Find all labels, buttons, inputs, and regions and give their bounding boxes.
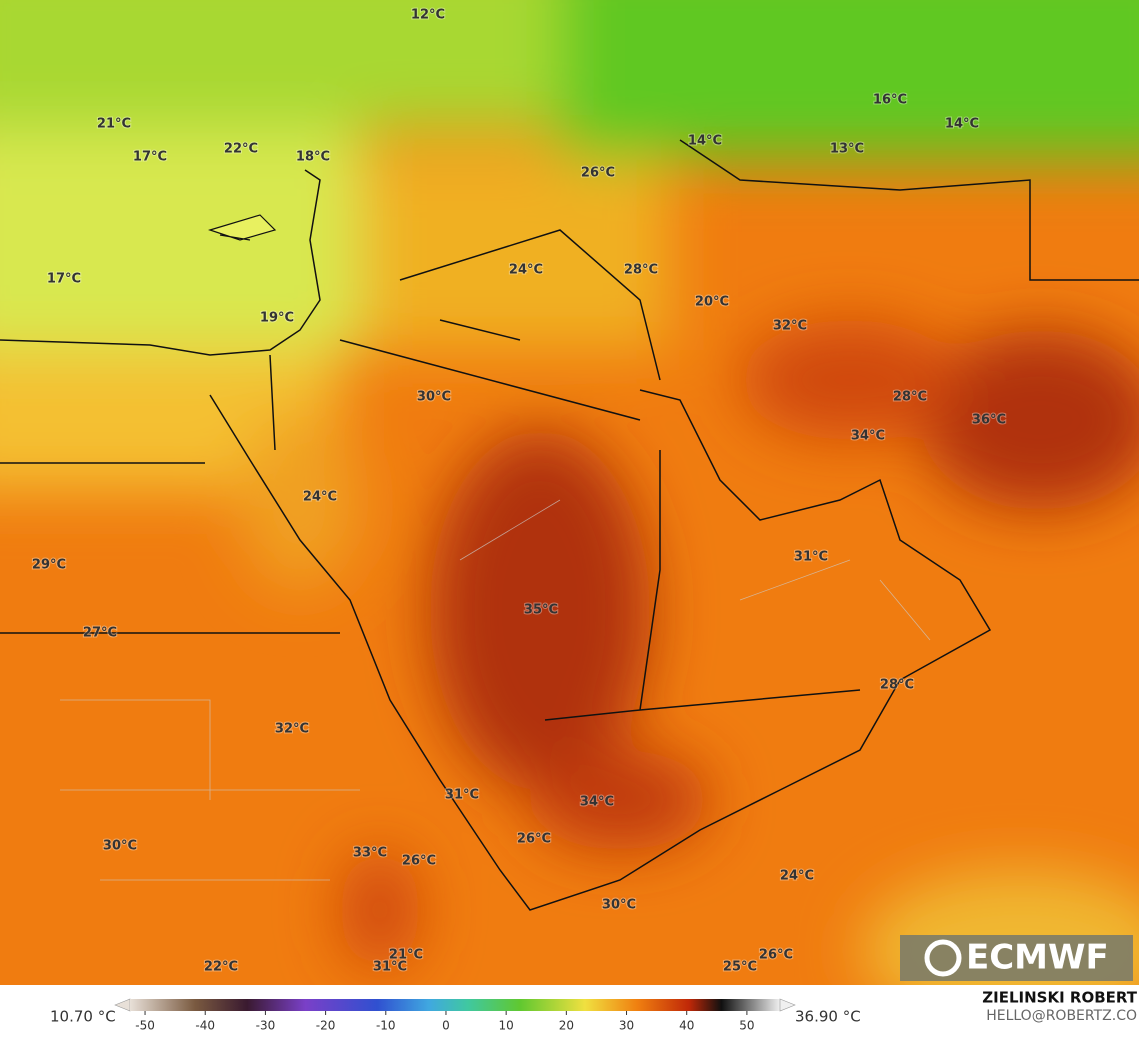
- temperature-label: 35°C: [524, 603, 558, 618]
- logo: ECMWF: [900, 935, 1133, 981]
- temperature-label: 26°C: [517, 832, 551, 847]
- temperature-label: 25°C: [723, 960, 757, 975]
- temperature-label: 26°C: [581, 166, 615, 181]
- colorbar-tick-label: -30: [256, 1019, 276, 1033]
- temperature-label: 14°C: [688, 134, 722, 149]
- borders: [0, 139, 1139, 911]
- colorbar-tick-label: 0: [442, 1019, 450, 1033]
- colorbar-tick-label: 10: [499, 1019, 514, 1033]
- colorbar-tick-label: 20: [559, 1019, 574, 1033]
- temperature-label: 17°C: [47, 272, 81, 287]
- temperature-label: 31°C: [445, 788, 479, 803]
- temperature-label: 31°C: [794, 550, 828, 565]
- temperature-label: 19°C: [260, 311, 294, 326]
- temperature-label: 30°C: [602, 898, 636, 913]
- footer: 10.70 °C 36.90 °C ZIELINSKI ROBERT HELLO…: [0, 985, 1139, 1035]
- temperature-label: 17°C: [133, 150, 167, 165]
- contact: HELLO@ROBERTZ.CO: [986, 1008, 1137, 1024]
- cyprus: [208, 214, 277, 241]
- colorbar-tick-label: -20: [316, 1019, 336, 1033]
- temperature-label: 27°C: [83, 626, 117, 641]
- temperature-label: 30°C: [103, 839, 137, 854]
- temperature-label: 34°C: [851, 429, 885, 444]
- admin-borders: [60, 499, 931, 881]
- temperature-label: 20°C: [695, 295, 729, 310]
- temperature-label: 33°C: [353, 846, 387, 861]
- temperature-label: 32°C: [275, 722, 309, 737]
- temperature-label: 22°C: [204, 960, 238, 975]
- temperature-label: 32°C: [773, 319, 807, 334]
- temperature-label: 24°C: [509, 263, 543, 278]
- colorbar-max: 36.90 °C: [795, 1008, 861, 1026]
- colorbar-arrow-right: [779, 998, 796, 1012]
- colorbar-tick-label: -40: [195, 1019, 215, 1033]
- temperature-label: 36°C: [972, 413, 1006, 428]
- temperature-label: 13°C: [830, 142, 864, 157]
- temperature-label: 12°C: [411, 8, 445, 23]
- temperature-label: 22°C: [224, 142, 258, 157]
- temperature-label: 28°C: [880, 678, 914, 693]
- temperature-label: 26°C: [402, 854, 436, 869]
- temperature-labels: 12°C 16°C 14°C 21°C 17°C 22°C 18°C 14°C 13°C 26°C…: [31, 7, 1007, 976]
- logo-icon: [924, 939, 962, 977]
- colorbar-min: 10.70 °C: [50, 1008, 116, 1026]
- colorbar-tick-label: -50: [135, 1019, 155, 1033]
- temperature-label: 24°C: [780, 869, 814, 884]
- temperature-label: 16°C: [873, 93, 907, 108]
- colorbar-tick-label: 50: [739, 1019, 754, 1033]
- author: ZIELINSKI ROBERT: [982, 989, 1137, 1007]
- temperature-label: 26°C: [759, 948, 793, 963]
- colorbar: [130, 999, 780, 1011]
- temperature-label: 18°C: [296, 150, 330, 165]
- temperature-label: 29°C: [32, 558, 66, 573]
- temperature-label: 34°C: [580, 795, 614, 810]
- logo-text: ECMWF: [966, 938, 1109, 978]
- colorbar-tick-label: -10: [376, 1019, 396, 1033]
- temperature-label: 21°C: [389, 948, 423, 963]
- temperature-label: 30°C: [417, 390, 451, 405]
- temperature-label: 31°C: [373, 960, 407, 975]
- colorbar-tick-label: 30: [619, 1019, 634, 1033]
- temperature-label: 28°C: [893, 390, 927, 405]
- temperature-label: 14°C: [945, 117, 979, 132]
- colorbar-tick-label: 40: [679, 1019, 694, 1033]
- temperature-label: 24°C: [303, 490, 337, 505]
- temperature-label: 28°C: [624, 263, 658, 278]
- temperature-label: 21°C: [97, 117, 131, 132]
